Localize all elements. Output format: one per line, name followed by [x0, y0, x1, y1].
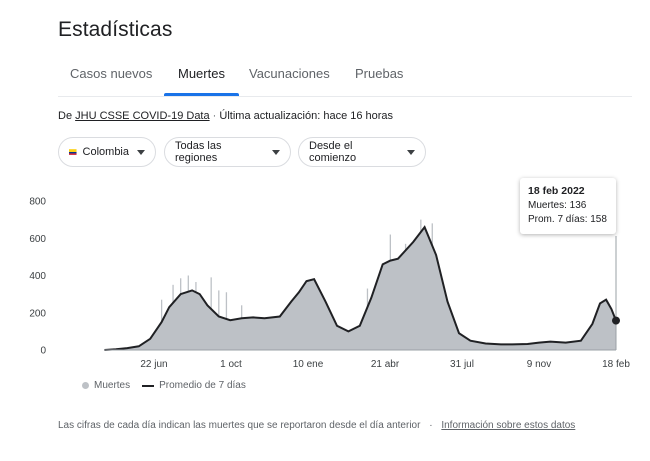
- period-label: Desde el comienzo: [309, 140, 357, 164]
- avg-line: [104, 225, 617, 351]
- tab-casos-nuevos[interactable]: Casos nuevos: [70, 66, 153, 81]
- source-link[interactable]: JHU CSSE COVID-19 Data: [75, 110, 210, 122]
- stats-tabs: Casos nuevos Muertes Vacunaciones Prueba…: [58, 66, 632, 97]
- chart-tooltip: 18 feb 2022 Muertes: 136 Prom. 7 días: 1…: [520, 178, 616, 234]
- region-dropdown[interactable]: Todas las regiones: [164, 137, 291, 167]
- source-prefix: De: [58, 110, 73, 122]
- x-tick-label: 1 oct: [220, 359, 242, 370]
- x-tick-label: 10 ene: [293, 359, 324, 370]
- legend-line-label: Promedio de 7 días: [159, 380, 246, 391]
- y-tick-label: 400: [29, 271, 46, 282]
- footnote-separator: ·: [429, 420, 433, 431]
- country-label: Colombia: [82, 146, 129, 158]
- tab-vacunaciones[interactable]: Vacunaciones: [249, 66, 330, 81]
- chevron-down-icon: [407, 149, 415, 155]
- legend-bars-label: Muertes: [94, 380, 131, 391]
- x-tick-label: 31 jul: [450, 359, 474, 370]
- country-dropdown[interactable]: Colombia: [58, 137, 156, 167]
- tooltip-deaths: Muertes: 136: [528, 200, 587, 211]
- colombia-flag-icon: [69, 149, 77, 155]
- footnote: Las cifras de cada día indican las muert…: [58, 420, 575, 431]
- period-dropdown[interactable]: Desde el comienzo: [298, 137, 426, 167]
- footnote-text: Las cifras de cada día indican las muert…: [58, 420, 421, 431]
- chevron-down-icon: [272, 149, 280, 155]
- y-tick-label: 0: [40, 346, 46, 357]
- source-separator: ·: [212, 110, 217, 122]
- hover-point: [612, 316, 620, 325]
- legend-bars-swatch: [82, 382, 89, 389]
- page-title: Estadísticas: [58, 18, 173, 41]
- y-tick-label: 600: [29, 234, 46, 245]
- x-tick-label: 9 nov: [527, 359, 551, 370]
- x-tick-label: 18 feb: [602, 359, 630, 370]
- legend-line-swatch: [142, 384, 155, 387]
- data-info-link[interactable]: Información sobre estos datos: [441, 420, 576, 431]
- chevron-down-icon: [137, 149, 145, 155]
- data-source: De JHU CSSE COVID-19 Data · Última actua…: [58, 110, 393, 122]
- last-updated: Última actualización: hace 16 horas: [219, 110, 394, 122]
- tab-pruebas[interactable]: Pruebas: [355, 66, 404, 81]
- tooltip-avg: Prom. 7 días: 158: [528, 214, 607, 225]
- x-tick-label: 21 abr: [371, 359, 400, 370]
- y-tick-label: 800: [29, 197, 46, 208]
- deaths-chart[interactable]: 0 200 400 600 800 22 jun 1 oct 10 ene 21 abr 31 …: [0, 180, 650, 375]
- y-tick-label: 200: [29, 308, 46, 319]
- x-tick-label: 22 jun: [140, 359, 167, 370]
- region-label: Todas las regiones: [175, 140, 222, 164]
- chart-legend: Muertes Promedio de 7 días: [82, 380, 246, 391]
- tooltip-date: 18 feb 2022: [528, 185, 585, 197]
- tab-muertes[interactable]: Muertes: [164, 66, 239, 96]
